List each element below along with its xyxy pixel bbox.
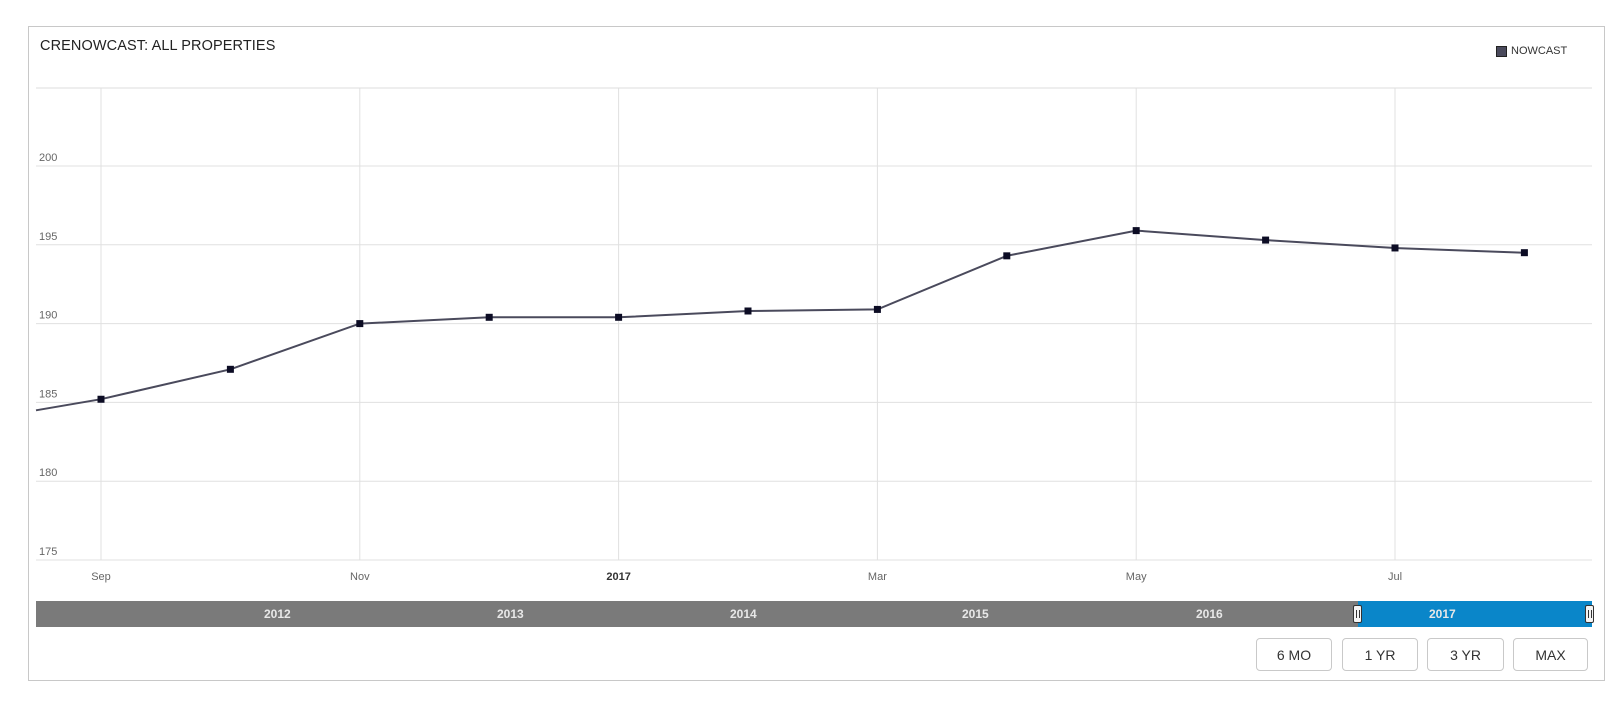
chart-container — [28, 26, 1605, 681]
navigator-left-handle[interactable] — [1353, 605, 1362, 623]
navigator-label-2013: 2013 — [497, 607, 524, 621]
data-point-12 — [1520, 249, 1528, 257]
y-tick-label-200: 200 — [39, 152, 57, 164]
navigator-label-2017: 2017 — [1429, 607, 1456, 621]
data-point-2 — [226, 365, 234, 373]
x-tick-label-sep: Sep — [91, 571, 111, 583]
navigator-label-2014: 2014 — [730, 607, 757, 621]
y-tick-label-180: 180 — [39, 467, 57, 479]
data-point-7 — [873, 305, 881, 313]
navigator-label-2016: 2016 — [1196, 607, 1223, 621]
navigator-label-2012: 2012 — [264, 607, 291, 621]
y-tick-label-175: 175 — [39, 546, 57, 558]
legend[interactable]: NOWCAST — [1496, 45, 1567, 57]
x-tick-label-may: May — [1126, 571, 1147, 583]
x-tick-label-2017: 2017 — [606, 571, 630, 583]
data-point-1 — [97, 395, 105, 403]
data-point-9 — [1132, 227, 1140, 235]
range-navigator[interactable]: 2012 2013 2014 2015 2016 2017 — [36, 601, 1594, 627]
chart-title: CRENOWCAST: ALL PROPERTIES — [40, 38, 276, 54]
x-tick-label-mar: Mar — [868, 571, 887, 583]
range-button-1yr[interactable]: 1 YR — [1342, 638, 1418, 671]
data-point-6 — [744, 307, 752, 315]
x-tick-label-jul: Jul — [1388, 571, 1402, 583]
legend-label: NOWCAST — [1511, 45, 1568, 57]
range-button-max[interactable]: MAX — [1513, 638, 1588, 671]
y-tick-label-185: 185 — [39, 388, 57, 400]
range-button-6mo[interactable]: 6 MO — [1256, 638, 1332, 671]
y-tick-label-195: 195 — [39, 231, 57, 243]
y-tick-label-190: 190 — [39, 310, 57, 322]
data-point-10 — [1262, 236, 1270, 244]
range-button-3yr[interactable]: 3 YR — [1427, 638, 1504, 671]
navigator-label-2015: 2015 — [962, 607, 989, 621]
navigator-selection[interactable] — [1358, 601, 1592, 627]
data-point-3 — [356, 320, 364, 328]
x-tick-label-nov: Nov — [350, 571, 370, 583]
data-point-4 — [485, 313, 493, 321]
data-point-8 — [1003, 252, 1011, 260]
navigator-right-handle[interactable] — [1585, 605, 1594, 623]
data-point-11 — [1391, 244, 1399, 252]
legend-swatch — [1496, 45, 1507, 57]
series-line-nowcast — [35, 229, 1525, 412]
data-point-5 — [615, 313, 623, 321]
